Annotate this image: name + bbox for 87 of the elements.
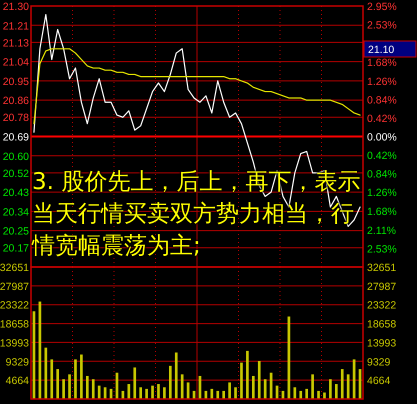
line-series	[33, 48, 361, 124]
bar	[311, 374, 314, 399]
bar	[352, 359, 356, 399]
bar	[317, 390, 320, 399]
y-tick-label: 20.69	[2, 132, 30, 144]
bar	[44, 348, 48, 399]
y2-tick-label: 1.68%	[367, 57, 397, 70]
bar	[276, 386, 278, 399]
y2-tick-label: 1.68%	[367, 206, 397, 218]
y-tick-label: 20.60	[2, 150, 30, 163]
bar	[234, 387, 237, 399]
y-tick-label: 20.86	[2, 95, 30, 108]
bar	[340, 369, 344, 399]
bar	[127, 384, 130, 399]
bar	[358, 369, 362, 399]
bar	[133, 367, 136, 399]
y2-tick-label: 0.42%	[367, 112, 397, 125]
y2-tick-label: 9329	[367, 356, 391, 368]
y2-tick-label: 0.42%	[367, 150, 397, 162]
y-tick-label: 21.04	[2, 56, 30, 69]
bar	[246, 350, 249, 399]
y-tick-label: 13993	[0, 337, 30, 350]
bar	[329, 379, 332, 399]
bar	[50, 359, 54, 399]
bar	[32, 311, 36, 399]
y2-tick-label: 23322	[367, 300, 396, 312]
bar	[92, 379, 95, 399]
bar	[334, 384, 338, 399]
bar	[346, 374, 350, 399]
text: 21.10	[368, 44, 394, 56]
bar	[264, 379, 267, 399]
y2-tick-label: 2.53%	[367, 243, 397, 256]
bar	[157, 384, 160, 399]
y2-tick-label: 13993	[367, 337, 396, 350]
bar	[228, 382, 231, 399]
bar	[282, 390, 284, 399]
bar	[151, 386, 154, 399]
y2-tick-label: 2.95%	[367, 1, 397, 13]
bar	[38, 302, 42, 399]
bar	[186, 382, 190, 399]
bar	[198, 376, 202, 399]
y-tick-label: 20.95	[2, 76, 30, 88]
bar	[192, 390, 196, 399]
y-tick-label: 21.30	[2, 1, 30, 13]
y-tick-label: 23322	[0, 300, 30, 312]
y2-tick-label: 1.26%	[367, 187, 397, 200]
y-tick-label: 4664	[6, 375, 30, 388]
bar	[168, 366, 172, 399]
y-tick-label: 20.78	[2, 112, 30, 124]
y2-tick-label: 0.84%	[367, 94, 397, 106]
bar	[116, 372, 118, 399]
y2-tick-label: 2.53%	[367, 20, 397, 32]
bar	[110, 388, 112, 399]
bar	[288, 316, 290, 399]
y-tick-label: 20.52	[2, 168, 30, 180]
y-tick-label: 18658	[0, 318, 30, 331]
y2-tick-label: 27987	[367, 280, 396, 293]
bar	[86, 376, 89, 399]
bar	[80, 354, 83, 399]
y2-tick-label: 32651	[367, 262, 396, 274]
y2-tick-label: 2.11%	[367, 224, 396, 237]
y-tick-label: 20.17	[2, 242, 30, 255]
y-tick-label: 32651	[0, 262, 30, 274]
y-tick-label: 20.43	[2, 187, 30, 200]
y-tick-label: 20.34	[2, 206, 30, 218]
y-tick-label: 9329	[6, 356, 30, 368]
bar	[68, 374, 71, 399]
bar	[56, 369, 60, 399]
y-tick-label: 21.21	[2, 20, 30, 32]
y2-tick-label: 4664	[367, 375, 391, 388]
bar	[74, 359, 77, 399]
bar	[270, 372, 272, 399]
y-tick-label: 27987	[0, 280, 30, 293]
y2-tick-label: 18658	[367, 318, 396, 331]
y2-tick-label: 0.00%	[367, 132, 397, 144]
y-tick-label: 20.25	[2, 226, 30, 238]
bar	[252, 376, 255, 399]
bar	[258, 361, 261, 399]
bar	[98, 386, 101, 399]
bar	[62, 379, 65, 399]
bar	[240, 362, 243, 399]
y-tick-label: 21.13	[2, 37, 30, 50]
bar	[174, 352, 178, 399]
y2-tick-label: 1.26%	[367, 76, 397, 88]
bar	[180, 374, 184, 399]
y2-tick-label: 0.84%	[367, 168, 397, 181]
bar	[323, 392, 326, 399]
